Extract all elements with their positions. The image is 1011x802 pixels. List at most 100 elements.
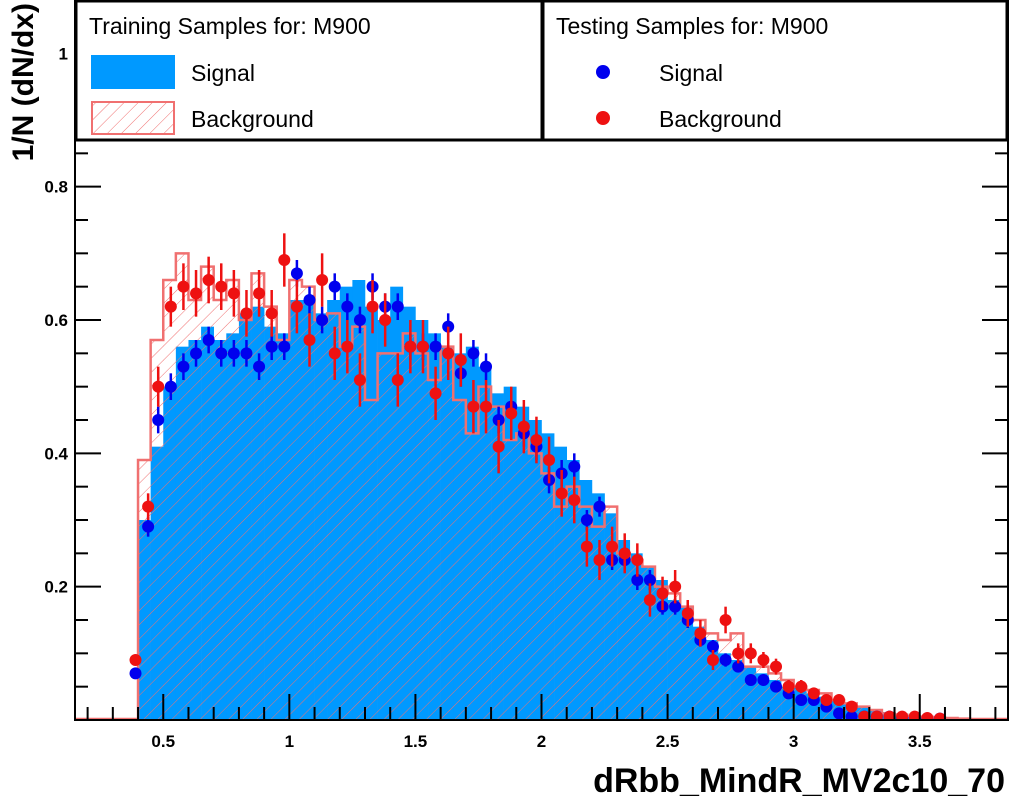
- signal-testing-point: [202, 334, 215, 346]
- signal-testing-point: [770, 680, 783, 693]
- background-training-bar: [465, 433, 479, 720]
- background-training-bar: [188, 300, 202, 720]
- background-training-bar: [591, 526, 605, 720]
- signal-testing-point: [580, 514, 593, 526]
- background-training-bar: [566, 486, 580, 720]
- signal-testing-point: [480, 360, 493, 373]
- x-tick-label: 1.5: [404, 732, 428, 751]
- background-testing-point: [921, 712, 934, 720]
- background-testing-point: [265, 307, 278, 320]
- background-testing-point: [177, 280, 190, 293]
- background-testing-point: [517, 420, 530, 433]
- background-training-bar: [629, 560, 643, 720]
- background-training-bar: [352, 326, 366, 720]
- signal-testing-point: [643, 574, 656, 586]
- signal-testing-point: [833, 707, 846, 720]
- background-testing-point: [543, 454, 556, 466]
- signal-testing-point: [328, 280, 341, 293]
- signal-testing-point: [227, 347, 240, 360]
- legend-training: Training Samples for: M900 Signal Backgr…: [74, 0, 544, 142]
- y-tick-label: 0.4: [44, 444, 68, 463]
- background-training-bar: [213, 300, 227, 720]
- background-testing-point: [820, 694, 833, 706]
- background-training-bar: [251, 273, 265, 720]
- signal-testing-point: [719, 654, 732, 666]
- x-tick-label: 1: [285, 732, 294, 751]
- background-testing-point: [643, 594, 656, 606]
- background-testing-point: [782, 680, 795, 693]
- y-axis-title: 1/N (dN/dx): [7, 3, 40, 161]
- signal-testing-point: [391, 300, 404, 313]
- background-training-bar: [402, 333, 416, 720]
- x-tick-label: 2: [537, 732, 546, 751]
- background-testing-point: [770, 660, 783, 673]
- background-training-bar: [415, 353, 429, 720]
- background-training-bar: [339, 346, 353, 720]
- background-testing-point: [706, 654, 719, 666]
- signal-testing-point: [795, 694, 808, 706]
- background-training-bar: [327, 313, 341, 720]
- legend-training-signal-label: Signal: [191, 60, 255, 86]
- background-testing-point: [290, 300, 303, 313]
- signal-testing-point: [240, 347, 253, 360]
- signal-testing-point: [164, 380, 177, 393]
- legend-background-marker: [596, 111, 610, 125]
- background-testing-point: [454, 354, 467, 366]
- background-testing-point: [253, 287, 266, 300]
- signal-testing-point: [177, 360, 190, 373]
- x-axis-title: dRbb_MindR_MV2c10_70: [593, 762, 1005, 800]
- legend-testing-signal-label: Signal: [659, 60, 723, 86]
- background-testing-point: [442, 347, 455, 360]
- signal-testing-point: [706, 640, 719, 653]
- signal-testing-point: [732, 660, 745, 673]
- background-training-bar: [667, 593, 681, 720]
- y-tick-label: 0.6: [44, 311, 68, 330]
- background-training-bar: [528, 453, 542, 720]
- background-training-bar: [390, 353, 404, 720]
- background-testing-point: [744, 647, 757, 660]
- signal-testing-point: [142, 520, 155, 533]
- background-training-bar: [491, 406, 504, 720]
- background-testing-point: [416, 340, 429, 353]
- legend-testing-box: [541, 0, 1009, 142]
- background-testing-point: [681, 607, 694, 620]
- background-testing-point: [391, 374, 404, 386]
- signal-testing-point: [278, 340, 291, 353]
- background-testing-point: [152, 380, 165, 393]
- background-training-bar: [654, 586, 668, 720]
- background-training-bar: [503, 440, 517, 720]
- signal-testing-point: [757, 674, 770, 686]
- background-testing-point: [341, 340, 354, 353]
- background-testing-point: [858, 710, 871, 720]
- background-testing-point: [807, 687, 820, 700]
- legend-signal-swatch: [91, 55, 175, 89]
- background-testing-point: [618, 547, 631, 560]
- background-training-bar: [478, 386, 492, 720]
- background-testing-point: [694, 627, 707, 640]
- background-training-bar: [377, 353, 391, 720]
- signal-testing-point: [265, 340, 278, 353]
- background-training-bar: [175, 253, 189, 720]
- x-tick-label: 0.5: [151, 732, 175, 751]
- signal-testing-point: [190, 347, 203, 360]
- background-testing-point: [568, 494, 581, 506]
- background-testing-point: [656, 587, 669, 600]
- background-testing-point: [366, 300, 379, 313]
- signal-testing-point: [215, 347, 228, 360]
- legend-training-background-label: Background: [191, 106, 314, 132]
- signal-testing-point: [341, 300, 354, 313]
- background-testing-point: [492, 440, 505, 453]
- background-testing-point: [870, 710, 883, 720]
- background-training-bar: [314, 320, 328, 720]
- background-testing-point: [190, 287, 203, 300]
- background-testing-point: [328, 347, 341, 360]
- signal-testing-point: [845, 710, 858, 720]
- signal-testing-point: [253, 360, 266, 373]
- background-training-bar: [617, 553, 631, 720]
- background-testing-point: [227, 287, 240, 300]
- background-testing-point: [580, 540, 593, 553]
- background-testing-point: [795, 680, 808, 693]
- background-testing-point: [833, 694, 846, 706]
- background-testing-point: [669, 580, 682, 593]
